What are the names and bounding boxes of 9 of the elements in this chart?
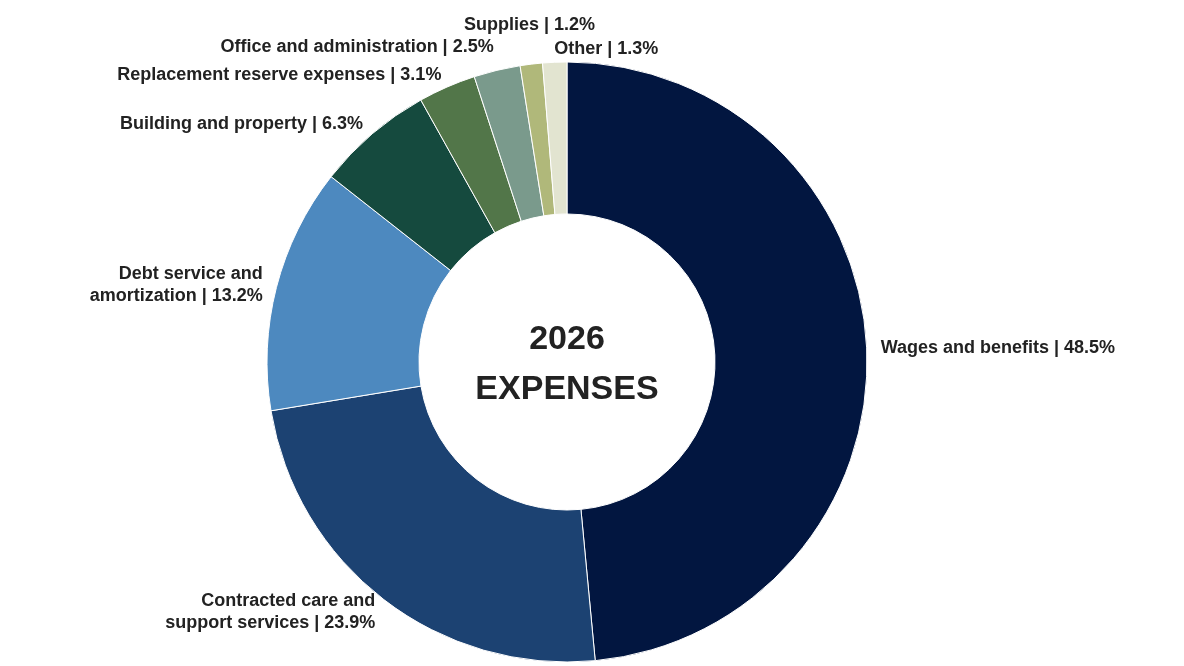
slice-label: Office and administration | 2.5% bbox=[220, 36, 494, 57]
slice-label: Contracted care and support services | 23.9% bbox=[165, 589, 376, 632]
text: 2026 EXPENSES bbox=[474, 317, 660, 408]
slice-label: Replacement reserve expenses | 3.1% bbox=[117, 64, 442, 85]
slice-label: Debt service and amortization | 13.2% bbox=[89, 262, 263, 305]
slice-label: Wages and benefits | 48.5% bbox=[880, 337, 1116, 358]
slice-label: Supplies | 1.2% bbox=[464, 14, 596, 34]
slice-label: Other | 1.3% bbox=[554, 38, 659, 58]
slice-label: Building and property | 6.3% bbox=[120, 113, 364, 134]
